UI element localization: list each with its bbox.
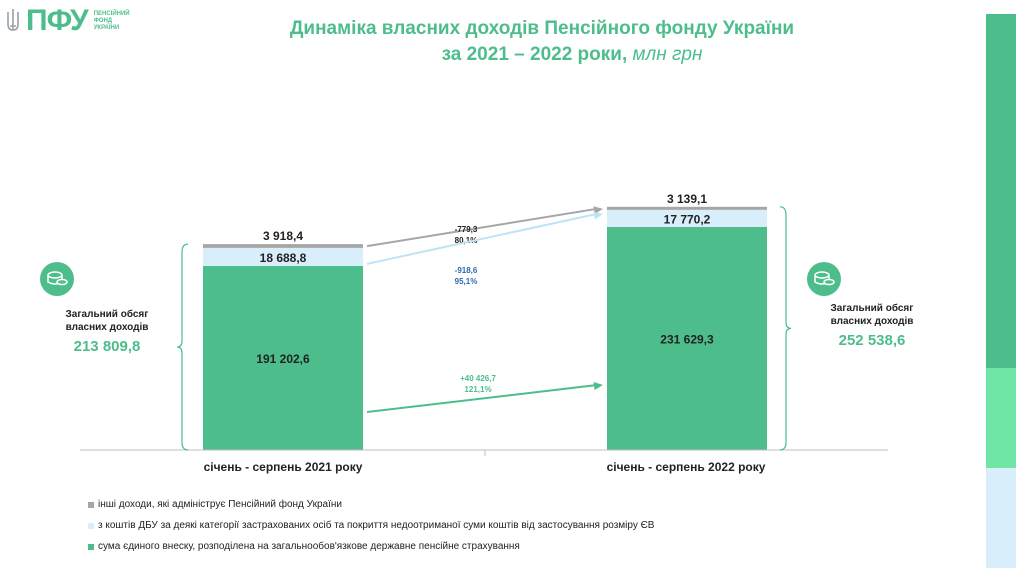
change-arrow-line-1: [366, 212, 598, 265]
data-label-other-0: 3 918,4: [263, 229, 303, 243]
data-label-dbu-0: 18 688,8: [260, 251, 307, 265]
change-arrow-head-2: [593, 382, 603, 390]
chart-unit: млн грн: [632, 44, 703, 65]
category-label-1: січень - серпень 2022 року: [607, 460, 766, 474]
change-pct-0: 80,1%: [455, 236, 478, 245]
bar-segment-0-0: [203, 265, 363, 450]
change-pct-2: 121,1%: [464, 385, 491, 394]
legend-swatch: [88, 543, 94, 550]
bar-segment-2-0: [203, 244, 363, 248]
change-pct-1: 95,1%: [455, 277, 478, 286]
chart-title: Динаміка власних доходів Пенсійного фонд…: [289, 18, 795, 39]
change-arrow-head-1: [593, 211, 603, 220]
change-delta-0: -779,3: [455, 225, 478, 234]
coins-icon-left: [40, 262, 74, 296]
sidebar-bar-top: [986, 14, 1016, 368]
coins-icon-right: [807, 262, 841, 296]
trident-icon: [7, 9, 19, 31]
bar-segment-2-1: [607, 206, 767, 210]
data-label-unified-1: 231 629,3: [660, 332, 714, 346]
data-label-unified-0: 191 202,6: [256, 352, 310, 366]
total-label-2021: Загальний обсяг власних доходів: [65, 309, 149, 333]
sidebar-bar-bottom: [986, 468, 1016, 568]
change-arrow-line-2: [366, 384, 598, 413]
legend-item-unified-contribution: сума єдиного внеску, розподілена на зага…: [88, 541, 520, 552]
data-label-dbu-1: 17 770,2: [664, 212, 711, 226]
change-delta-2: +40 426,7: [460, 374, 496, 383]
legend-item-other: інші доходи, які адмініструє Пенсійний ф…: [88, 499, 342, 510]
brace-2021: [176, 243, 189, 451]
total-value-2021: 213 809,8: [73, 338, 141, 355]
legend-swatch: [88, 522, 94, 529]
sidebar-bar-middle: [986, 368, 1016, 468]
change-delta-1: -918,6: [455, 266, 478, 275]
chart-subtitle: за 2021 – 2022 роки, млн грн: [441, 44, 703, 65]
bar-segment-1-1: [607, 209, 767, 227]
brace-2022: [779, 206, 792, 451]
legend-item-dbu: з коштів ДБУ за деякі категорії застрахо…: [88, 520, 654, 531]
bar-segment-1-0: [203, 247, 363, 266]
category-label-0: січень - серпень 2021 року: [204, 460, 363, 474]
change-arrow-line-0: [366, 207, 598, 248]
total-value-2022: 252 538,6: [838, 332, 906, 349]
logo-text: ПФУ: [26, 4, 89, 37]
data-label-other-1: 3 139,1: [667, 192, 707, 206]
bar-segment-0-1: [607, 226, 767, 450]
total-label-2022: Загальний обсяг власних доходів: [830, 303, 914, 327]
logo: ПФУ ПЕНСІЙНИЙ ФОНД УКРАЇНИ: [6, 4, 130, 38]
legend-swatch: [88, 501, 94, 508]
change-arrow-head-0: [593, 206, 603, 215]
logo-subtitle: ПЕНСІЙНИЙ ФОНД УКРАЇНИ: [93, 10, 130, 31]
